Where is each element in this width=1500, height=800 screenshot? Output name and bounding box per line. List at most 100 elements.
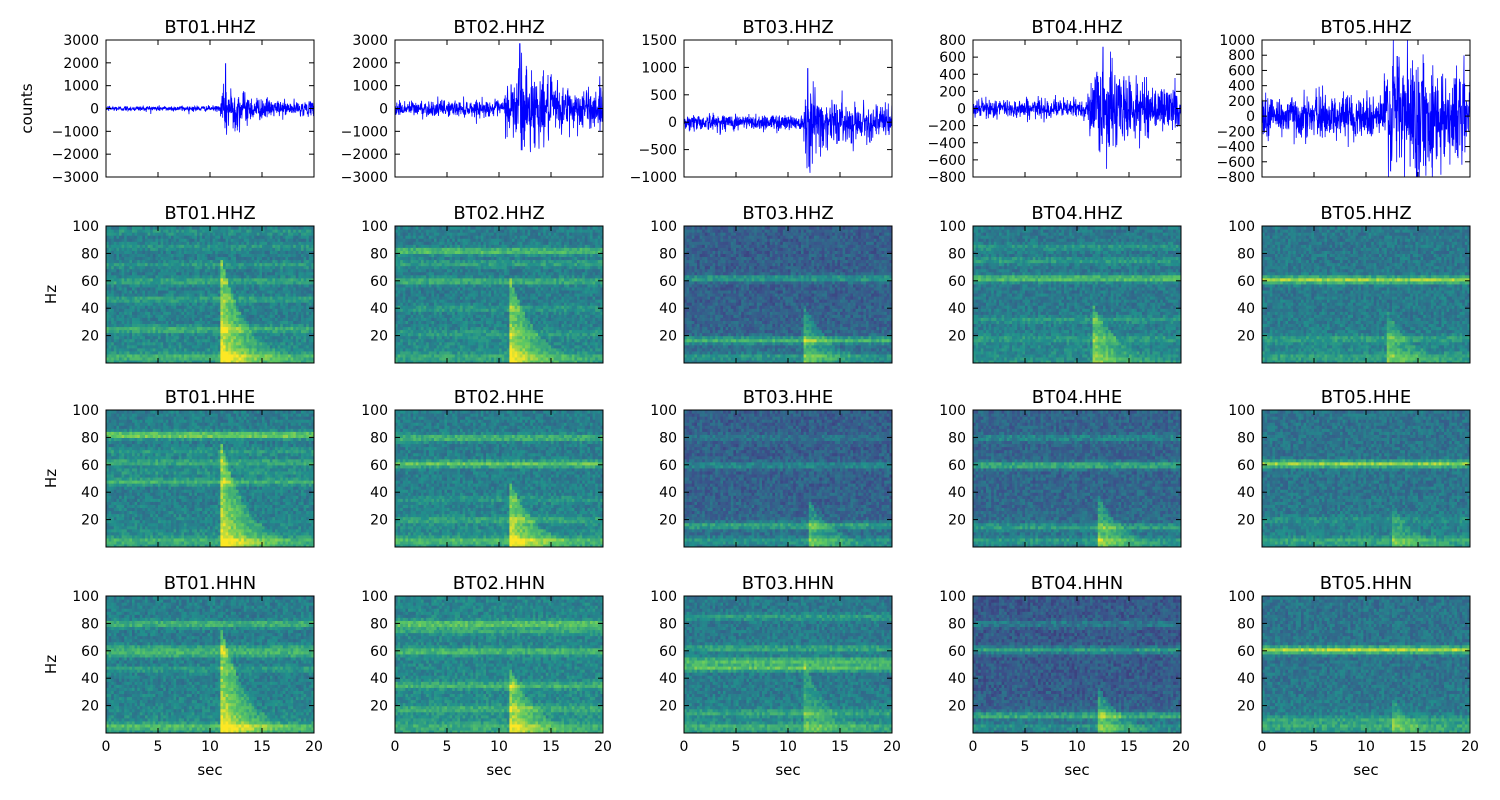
- y-tick-label: −1000: [341, 124, 388, 140]
- y-tick-label: 500: [650, 88, 677, 104]
- x-tick-label: 15: [1409, 739, 1427, 755]
- y-tick-label: 80: [1237, 246, 1255, 262]
- x-tick-label: 15: [542, 739, 560, 755]
- x-tick-label: 0: [391, 739, 400, 755]
- y-tick-label: 40: [1237, 301, 1255, 317]
- y-tick-label: 80: [948, 430, 966, 446]
- x-tick-label: 5: [154, 739, 163, 755]
- y-tick-label: 3000: [352, 33, 388, 49]
- panel-title: BT03.HHZ: [742, 203, 833, 224]
- y-tick-label: 100: [650, 403, 677, 419]
- panel-bt02-hhn-spectrogram: BT02.HHN 20 40 60 80 100 0 5 10 15 20 sec: [361, 573, 612, 779]
- axes-frame: [972, 595, 1182, 734]
- waveform-line: [106, 63, 314, 135]
- y-tick-label: 60: [370, 644, 388, 660]
- axes-frame: [683, 225, 893, 364]
- x-axis-label: sec: [1353, 761, 1378, 779]
- y-tick-label: 1000: [1219, 33, 1255, 49]
- y-tick-label: 40: [659, 301, 677, 317]
- axes-frame: [105, 39, 315, 178]
- panel-title: BT04.HHE: [1032, 387, 1122, 408]
- waveform-line: [1262, 40, 1470, 177]
- axes-frame: [394, 595, 604, 734]
- panel-bt05-hhe-spectrogram: BT05.HHE 20 40 60 80 100: [1228, 387, 1471, 548]
- y-tick-label: 20: [948, 329, 966, 345]
- y-tick-label: 40: [370, 301, 388, 317]
- panel-title: BT05.HHZ: [1320, 203, 1411, 224]
- y-tick-label: 60: [370, 274, 388, 290]
- y-tick-label: −3000: [52, 170, 99, 186]
- y-tick-label: 40: [948, 301, 966, 317]
- x-tick-label: 5: [443, 739, 452, 755]
- panel-title: BT01.HHZ: [164, 203, 255, 224]
- y-tick-label: 100: [361, 589, 388, 605]
- y-tick-label: 100: [72, 403, 99, 419]
- y-tick-label: 80: [370, 430, 388, 446]
- y-tick-label: −600: [1217, 155, 1255, 171]
- x-axis-label: sec: [486, 761, 511, 779]
- axes-frame: [394, 225, 604, 364]
- axes-frame: [105, 225, 315, 364]
- panel-title: BT02.HHE: [454, 387, 544, 408]
- axes-frame: [972, 409, 1182, 548]
- y-tick-label: 60: [1237, 274, 1255, 290]
- x-tick-label: 0: [969, 739, 978, 755]
- waveform-line: [973, 46, 1181, 169]
- y-tick-label: −2000: [52, 147, 99, 163]
- axes-frame: [105, 595, 315, 734]
- x-tick-label: 5: [1310, 739, 1319, 755]
- panel-title: BT05.HHN: [1320, 573, 1413, 594]
- y-tick-label: 800: [939, 33, 966, 49]
- y-tick-label: 80: [948, 246, 966, 262]
- y-tick-label: 20: [370, 699, 388, 715]
- x-tick-label: 10: [1357, 739, 1375, 755]
- x-tick-label: 20: [883, 739, 901, 755]
- y-tick-label: 40: [659, 671, 677, 687]
- y-tick-label: 20: [659, 699, 677, 715]
- panel-bt01-hhn-spectrogram: BT01.HHN 20 40 60 80 100 Hz 0 5 10 15 20 sec: [42, 573, 323, 779]
- axes-frame: [394, 39, 604, 178]
- panel-title: BT01.HHZ: [164, 17, 255, 38]
- y-tick-label: 80: [659, 616, 677, 632]
- y-tick-label: 1500: [641, 33, 677, 49]
- axes-frame: [972, 225, 1182, 364]
- y-tick-label: 80: [659, 246, 677, 262]
- panel-bt04-hhz-spectrogram: BT04.HHZ 20 40 60 80 100: [939, 203, 1182, 364]
- spectrogram-heatmap: [1262, 596, 1470, 733]
- y-tick-label: 20: [1237, 699, 1255, 715]
- spectrogram-heatmap: [106, 226, 314, 363]
- panel-bt03-hhz-spectrogram: BT03.HHZ 20 40 60 80 100: [650, 203, 893, 364]
- y-tick-label: 20: [370, 329, 388, 345]
- axes-frame: [394, 409, 604, 548]
- y-tick-label: −3000: [341, 170, 388, 186]
- y-tick-label: 40: [659, 485, 677, 501]
- spectrogram-heatmap: [395, 596, 603, 733]
- x-tick-label: 20: [594, 739, 612, 755]
- y-tick-label: 100: [939, 219, 966, 235]
- panel-bt02-hhz-waveform: BT02.HHZ −3000 −2000 −1000 0 1000 2000 3000: [341, 17, 604, 186]
- y-tick-label: 0: [957, 102, 966, 118]
- axes-frame: [1261, 39, 1471, 178]
- y-tick-label: 20: [948, 699, 966, 715]
- panel-title: BT04.HHN: [1031, 573, 1124, 594]
- panel-bt04-hhe-spectrogram: BT04.HHE 20 40 60 80 100: [939, 387, 1182, 548]
- y-tick-label: 400: [1228, 79, 1255, 95]
- spectrogram-heatmap: [1262, 226, 1470, 363]
- x-tick-label: 0: [102, 739, 111, 755]
- y-tick-label: 100: [650, 589, 677, 605]
- axes-frame: [972, 39, 1182, 178]
- y-tick-label: −200: [1217, 124, 1255, 140]
- y-tick-label: −1000: [52, 124, 99, 140]
- x-tick-label: 10: [1068, 739, 1086, 755]
- y-tick-label: 400: [939, 67, 966, 83]
- spectrogram-heatmap: [973, 226, 1181, 363]
- spectrogram-heatmap: [106, 596, 314, 733]
- panel-title: BT02.HHZ: [453, 17, 544, 38]
- axes-frame: [105, 409, 315, 548]
- panel-bt05-hhz-spectrogram: BT05.HHZ 20 40 60 80 100: [1228, 203, 1471, 364]
- y-tick-label: 20: [1237, 329, 1255, 345]
- y-tick-label: 60: [81, 274, 99, 290]
- panel-title: BT03.HHZ: [742, 17, 833, 38]
- spectrogram-heatmap: [106, 410, 314, 547]
